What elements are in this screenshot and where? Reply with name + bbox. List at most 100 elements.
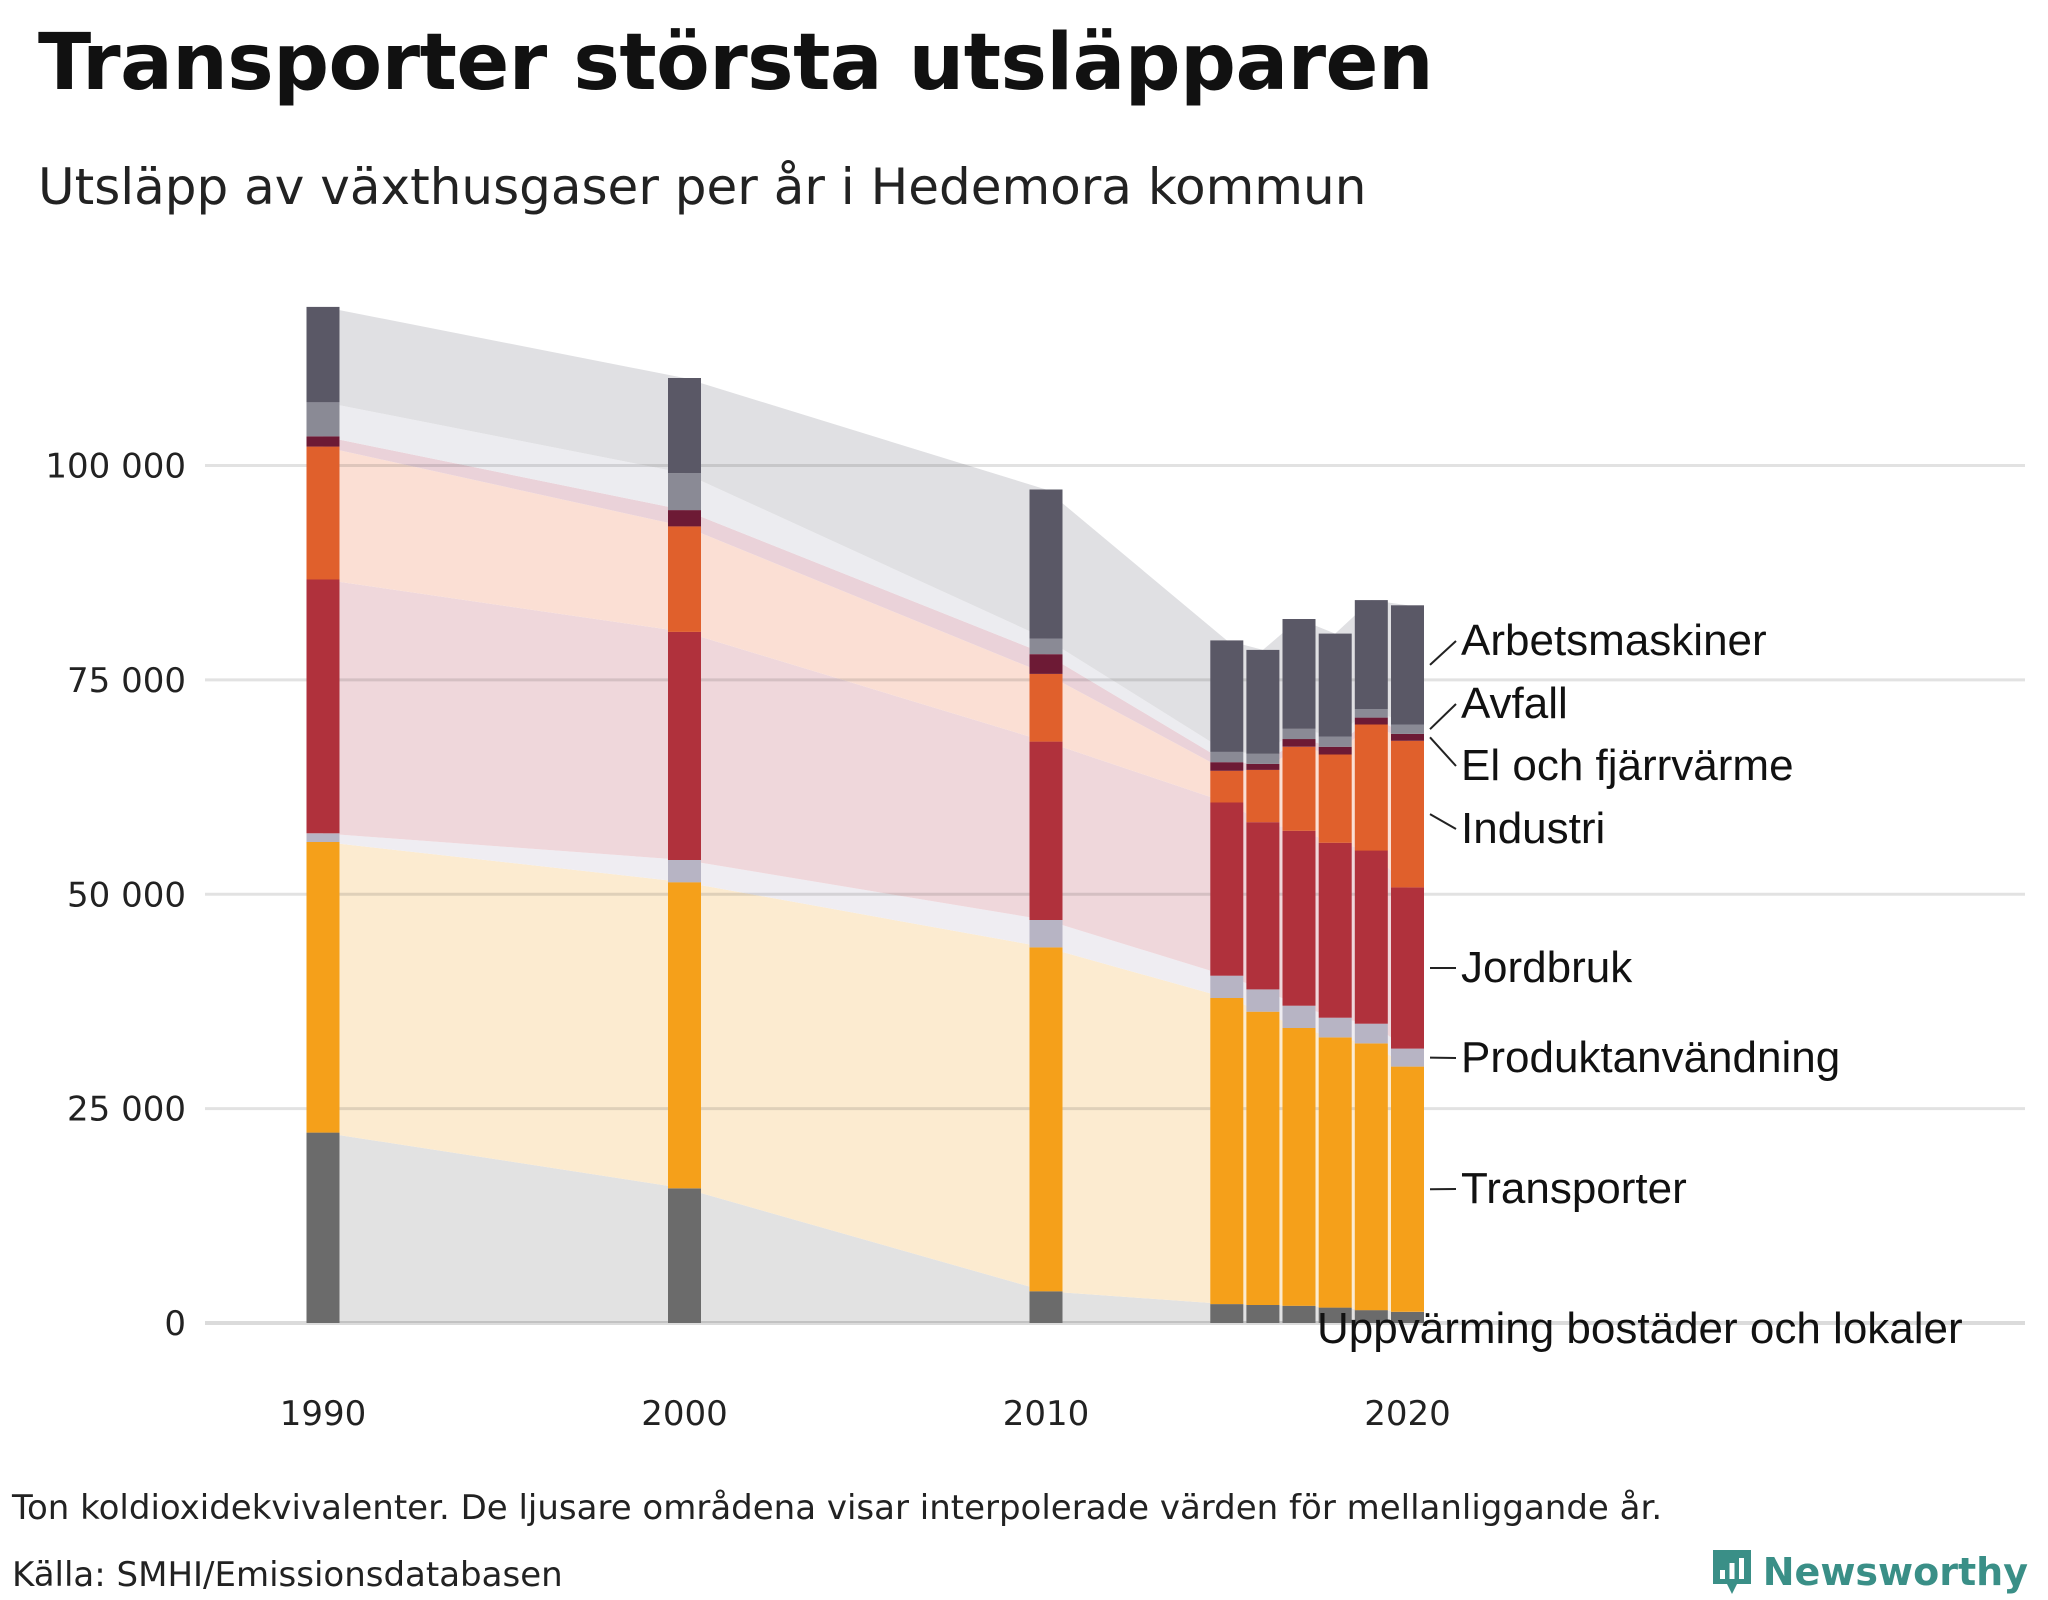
footnote: Ton koldioxidekvivalenter. De ljusare om… [12,1488,1663,1528]
bar-2020 [1391,605,1424,1323]
bar-segment [1282,728,1316,740]
series-label: Transporter [1461,1164,1687,1213]
bar-segment [1354,600,1388,709]
bar-segment [1029,920,1063,948]
bar-segment [1246,1305,1280,1323]
bar-segment [1282,746,1316,831]
series-label: Jordbruk [1461,943,1633,992]
bar-segment [1282,830,1316,1006]
series-label: Arbetsmaskiner [1461,616,1767,665]
area-jordbruk [323,579,1408,1049]
bar-segment [1246,1011,1280,1305]
bar-segment [1029,638,1063,655]
bar-segment [1210,802,1244,976]
bar-2016 [1246,649,1280,1323]
bar-segment [306,446,340,580]
area-transporter [323,841,1408,1312]
bar-segment [1029,489,1063,639]
y-tick-label: 75 000 [67,661,186,701]
bar-segment [1210,1304,1244,1323]
bar-segment [1282,1005,1316,1028]
bar-segment [306,306,340,403]
bar-segment [1318,1017,1352,1038]
y-tick-label: 25 000 [67,1090,186,1130]
y-axis: 0 25 000 50 000 75 000 100 000 [45,447,186,1345]
leader-line [1429,703,1457,730]
x-tick-label: 2000 [641,1394,728,1434]
series-labels: Uppvärming bostäder och lokaler Transport… [1317,616,1963,1353]
brand-name: Newsworthy [1762,1550,2028,1594]
bar-segment [1246,769,1280,823]
bar-segment [1246,649,1280,754]
bar-segment [1210,998,1244,1305]
bar-segment [306,579,340,834]
bar-segment [1391,740,1424,888]
bar-segment [1354,850,1388,1024]
bar-segment [1246,989,1280,1012]
bar-segment [1246,763,1280,770]
bar-segment [306,436,340,447]
bar-segment [668,631,701,860]
brand-logo: Newsworthy [1709,1546,2028,1598]
bar-segment [1318,1307,1352,1323]
area-avfall [323,402,1408,764]
gridlines [205,464,2025,1325]
leader-line [1429,813,1457,830]
bar-segment [1210,770,1244,803]
source-note: Källa: SMHI/Emissionsdatabasen [12,1555,563,1595]
bar-segment [306,833,340,842]
area-industri [323,446,1408,888]
bar-segment [668,882,701,1189]
bar-segment [1318,842,1352,1018]
area-arbetsmaskiner [323,306,1408,754]
y-tick-label: 100 000 [45,447,186,487]
bar-segment [1318,746,1352,755]
bar-2017 [1282,619,1316,1323]
bar-2018 [1318,633,1352,1323]
bar-segment [306,402,340,437]
x-tick-label: 2010 [1003,1394,1090,1434]
bar-segment [306,841,340,1133]
bar-2000 [668,378,701,1323]
bar-segment [1029,654,1063,674]
bar-segment [668,860,701,883]
bar-segment [1318,736,1352,747]
y-tick-label: 0 [164,1304,186,1344]
bar-segment [668,1188,701,1323]
x-axis: 1990 2000 2010 2020 [280,1394,1451,1434]
bar-segment [1391,733,1424,741]
bar-segment [1391,887,1424,1049]
bar-segment [1282,1028,1316,1306]
bar-segment [1210,640,1244,752]
bar-segment [1354,709,1388,718]
bar-segment [668,473,701,511]
bar-segment [1210,762,1244,771]
bar-segment [1354,1310,1388,1323]
series-label: Avfall [1461,679,1568,728]
bar-segment [1354,1043,1388,1311]
y-tick-label: 50 000 [67,875,186,915]
x-tick-label: 1990 [280,1394,367,1434]
bar-segment [1246,753,1280,764]
series-label: El och fjärrvärme [1461,741,1794,790]
bar-segment [1391,605,1424,725]
bar-segment [1391,1311,1424,1323]
bar-1990 [306,306,340,1323]
chart-canvas: 0 25 000 50 000 75 000 100 000 1990 2000 2010 2… [45,306,2025,1434]
bar-segment [1318,754,1352,843]
interpolated-areas [323,306,1408,1323]
series-label: Industri [1461,804,1605,853]
bar-2019 [1354,600,1388,1323]
bar-segment [1210,751,1244,763]
area-el-och-fjärrvärme [323,436,1408,771]
bar-segment [668,510,701,527]
bar-2010 [1029,489,1063,1323]
bar-segment [1029,1291,1063,1323]
bar-segment [1391,1066,1424,1312]
bar-2015 [1210,640,1244,1323]
series-label: Uppvärming bostäder och lokaler [1317,1304,1963,1353]
bar-segment [306,1132,340,1323]
bar-segment [1318,1037,1352,1308]
bar-segment [1354,724,1388,851]
bar-segment [1391,724,1424,734]
